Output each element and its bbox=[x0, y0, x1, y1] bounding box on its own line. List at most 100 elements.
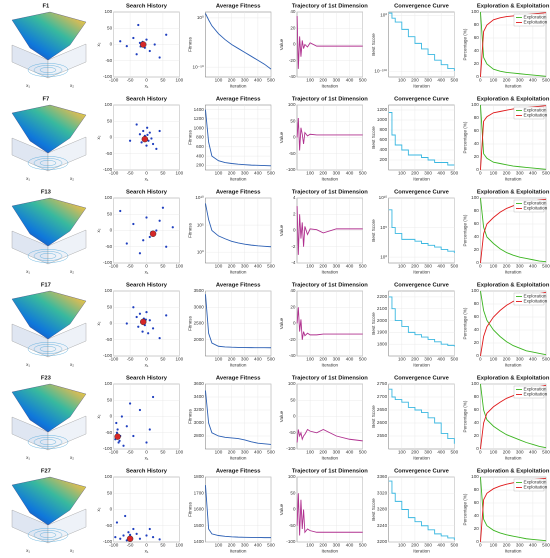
x-tick-label: 100 bbox=[175, 171, 183, 176]
x-tick-label: 100 bbox=[215, 264, 223, 269]
legend-label: Exploration bbox=[524, 15, 547, 20]
x-tick-label: 400 bbox=[254, 357, 262, 362]
data-line bbox=[388, 388, 455, 444]
y-tick-label: 3000 bbox=[194, 304, 205, 309]
y-tick-label: 0 bbox=[110, 414, 113, 419]
panel-title: Average Fitness bbox=[216, 376, 261, 382]
point bbox=[125, 322, 128, 325]
x-tick-label: 300 bbox=[333, 264, 341, 269]
y-tick-label: 10⁰ bbox=[197, 249, 204, 254]
y-axis-label: Percentage (%) bbox=[463, 493, 468, 525]
x-tick-label: 100 bbox=[306, 264, 314, 269]
y-axis-label: Best Score bbox=[371, 126, 376, 149]
x-tick-label: 300 bbox=[516, 78, 524, 83]
data-line bbox=[205, 485, 271, 539]
contour bbox=[39, 160, 57, 166]
y-tick-label: 60 bbox=[474, 500, 480, 505]
panel-title: Average Fitness bbox=[216, 190, 261, 196]
x-tick-label: 200 bbox=[503, 450, 511, 455]
x-tick-label: 0 bbox=[479, 543, 482, 548]
y-tick-label: 2550 bbox=[377, 433, 388, 438]
point bbox=[148, 428, 151, 431]
point bbox=[148, 235, 151, 239]
x-tick-label: 200 bbox=[411, 543, 419, 548]
point bbox=[118, 439, 121, 442]
contour bbox=[39, 253, 57, 259]
point bbox=[137, 23, 140, 27]
x-tick-label: -50 bbox=[127, 450, 134, 455]
y-tick-label: 0 bbox=[476, 539, 479, 544]
y-axis-label: Percentage (%) bbox=[463, 400, 468, 432]
data-line bbox=[480, 12, 547, 78]
y-tick-label: 3000 bbox=[194, 420, 205, 425]
x-tick-label: -50 bbox=[127, 543, 134, 548]
contour bbox=[33, 65, 63, 75]
y-axis-label: Value bbox=[279, 503, 284, 515]
point bbox=[148, 49, 151, 53]
y-tick-label: 100 bbox=[104, 288, 112, 293]
x-tick-label: 50 bbox=[160, 357, 166, 362]
y-tick-label: 40 bbox=[290, 9, 296, 14]
x-tick-label: 400 bbox=[529, 171, 537, 176]
y-axis-label: Percentage (%) bbox=[463, 28, 468, 60]
y-tick-label: 2700 bbox=[377, 394, 388, 399]
point bbox=[137, 325, 140, 328]
contour bbox=[39, 67, 57, 73]
x-axis-label: x₁ bbox=[26, 83, 30, 88]
x-tick-label: 100 bbox=[490, 450, 498, 455]
point bbox=[158, 219, 161, 222]
y-tick-label: 400 bbox=[196, 153, 204, 158]
y-axis-label: Best Score bbox=[371, 312, 376, 335]
y-tick-label: -40 bbox=[289, 353, 296, 358]
y-tick-label: 10⁰ bbox=[197, 15, 204, 20]
x-tick-label: 400 bbox=[529, 543, 537, 548]
y-tick-label: 2200 bbox=[377, 294, 388, 299]
x-tick-label: 400 bbox=[346, 357, 354, 362]
point bbox=[132, 222, 135, 226]
y-tick-label: 60 bbox=[474, 35, 480, 40]
y-tick-label: -100 bbox=[103, 74, 113, 79]
point bbox=[165, 314, 168, 317]
data-line bbox=[296, 493, 363, 536]
x-tick-label: 100 bbox=[306, 78, 314, 83]
point bbox=[132, 36, 135, 40]
data-line bbox=[205, 390, 272, 445]
y-tick-label: -50 bbox=[106, 430, 113, 435]
x-tick-label: 400 bbox=[437, 171, 445, 176]
x-tick-label: 200 bbox=[503, 357, 511, 362]
point bbox=[153, 43, 156, 46]
y-tick-label: 1600 bbox=[194, 507, 205, 512]
point bbox=[147, 332, 150, 335]
y-tick-label: -50 bbox=[289, 430, 296, 435]
x-tick-label: 200 bbox=[319, 357, 327, 362]
x-axis-label: x₁ bbox=[145, 549, 149, 554]
x-tick-label: 100 bbox=[398, 264, 406, 269]
x-tick-label: 400 bbox=[254, 171, 262, 176]
x-tick-label: 400 bbox=[437, 78, 445, 83]
surface-side bbox=[47, 43, 87, 79]
x-tick-label: -50 bbox=[127, 171, 134, 176]
x-tick-label: 400 bbox=[254, 264, 262, 269]
x-axis-label: Iteration bbox=[322, 549, 339, 554]
legend-box bbox=[513, 292, 545, 306]
panel-title: Average Fitness bbox=[216, 469, 261, 475]
point bbox=[151, 327, 155, 330]
y-tick-label: 10⁻⁵⁰ bbox=[193, 64, 204, 69]
point bbox=[127, 531, 130, 534]
panel-title: Average Fitness bbox=[216, 4, 261, 10]
y-axis-label: x₂ bbox=[70, 362, 74, 367]
y-tick-label: 100 bbox=[104, 102, 112, 107]
point bbox=[165, 245, 168, 248]
best-point bbox=[149, 230, 157, 237]
point bbox=[158, 56, 161, 59]
data-line bbox=[480, 290, 547, 356]
x-tick-label: 500 bbox=[450, 357, 458, 362]
y-tick-label: -50 bbox=[106, 58, 113, 63]
x-tick-label: 200 bbox=[319, 543, 327, 548]
x-tick-label: 200 bbox=[319, 78, 327, 83]
y-axis-label: x₂ bbox=[70, 548, 74, 553]
x-tick-label: 200 bbox=[228, 78, 236, 83]
y-axis-label: Best Score bbox=[371, 33, 376, 56]
x-tick-label: -100 bbox=[109, 357, 119, 362]
x-tick-label: 500 bbox=[450, 78, 458, 83]
